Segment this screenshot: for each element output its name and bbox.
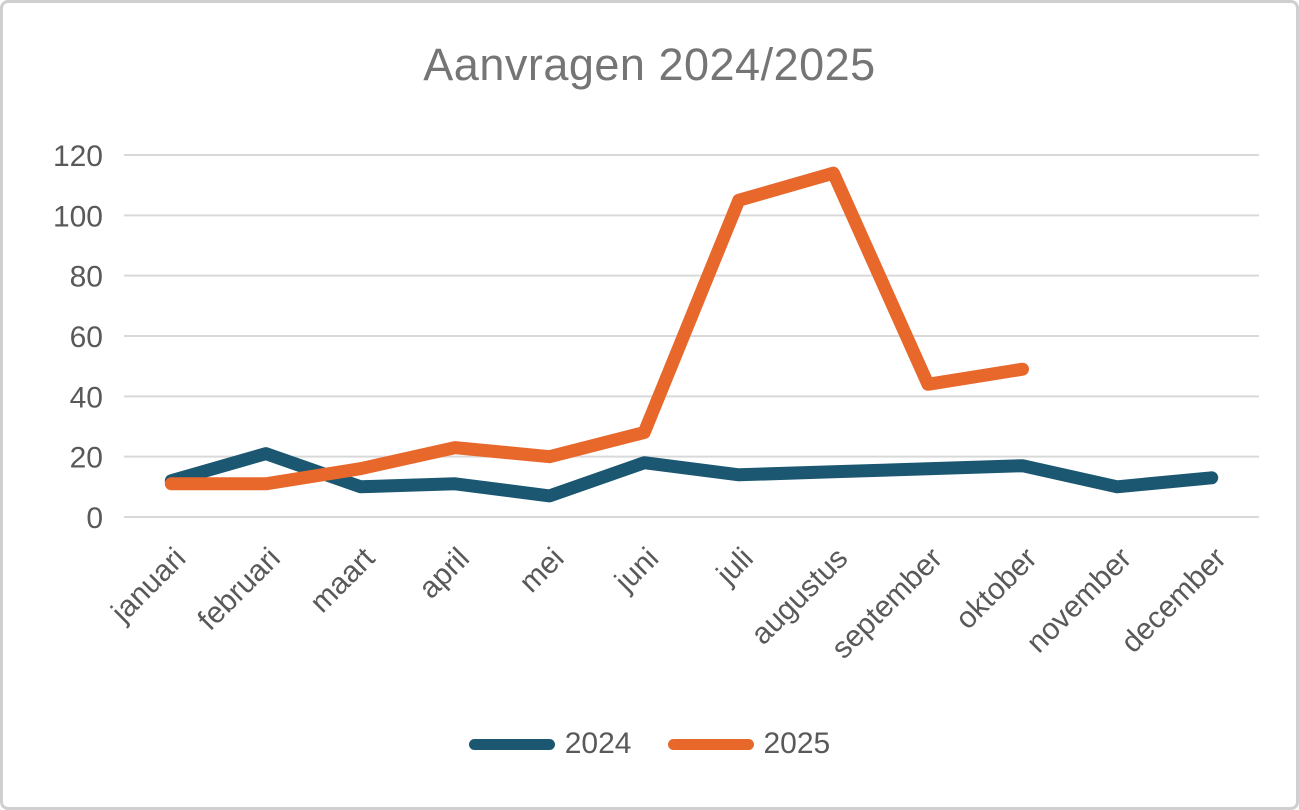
x-axis-label-oktober: oktober [949,542,1043,636]
y-axis-tick-label-40: 40 [70,381,103,414]
legend-swatch-2025-icon [667,738,754,750]
legend-label-2024: 2024 [564,727,632,760]
chart-title: Aanvragen 2024/2025 [423,39,876,90]
x-axis-label-april: april [413,542,476,605]
legend-swatch-2024-icon [468,738,555,750]
x-axis-label-maart: maart [304,541,382,619]
x-axis-label-februari: februari [192,542,287,637]
line-chart: 0 20 40 60 80 100 120 januari februari maart april… [53,140,1259,665]
series-line-2025 [164,166,1029,491]
x-axis-label-januari: januari [105,542,193,630]
y-axis-tick-label-0: 0 [86,502,103,535]
x-axis-label-juni: juni [608,542,665,599]
y-axis-tick-label-100: 100 [53,200,103,233]
legend-label-2025: 2025 [763,727,831,760]
chart-legend: 2024 2025 [3,727,1296,761]
x-axis-label-juli: juli [710,542,760,592]
legend-item-2025: 2025 [667,727,831,761]
x-axis-label-mei: mei [513,542,571,600]
y-axis-tick-label-60: 60 [70,321,103,354]
y-axis-tick-label-80: 80 [70,261,103,294]
series-line-2024 [164,447,1219,503]
y-axis-tick-label-120: 120 [53,140,103,173]
x-axis-label-december: december [1115,542,1233,660]
y-axis-tick-label-20: 20 [70,442,103,475]
legend-item-2024: 2024 [468,727,632,761]
